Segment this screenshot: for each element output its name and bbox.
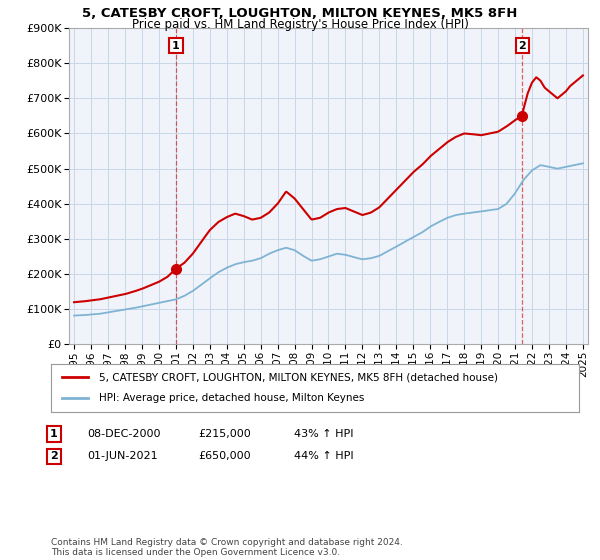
Text: 01-JUN-2021: 01-JUN-2021: [87, 451, 158, 461]
Text: £215,000: £215,000: [198, 429, 251, 439]
Text: Price paid vs. HM Land Registry's House Price Index (HPI): Price paid vs. HM Land Registry's House …: [131, 18, 469, 31]
Text: 43% ↑ HPI: 43% ↑ HPI: [294, 429, 353, 439]
Text: 2: 2: [50, 451, 58, 461]
Text: £650,000: £650,000: [198, 451, 251, 461]
Text: 5, CATESBY CROFT, LOUGHTON, MILTON KEYNES, MK5 8FH (detached house): 5, CATESBY CROFT, LOUGHTON, MILTON KEYNE…: [98, 372, 497, 382]
Text: HPI: Average price, detached house, Milton Keynes: HPI: Average price, detached house, Milt…: [98, 393, 364, 403]
Text: 1: 1: [172, 40, 180, 50]
Text: 1: 1: [50, 429, 58, 439]
Text: 2: 2: [518, 40, 526, 50]
Text: 08-DEC-2000: 08-DEC-2000: [87, 429, 161, 439]
Text: 44% ↑ HPI: 44% ↑ HPI: [294, 451, 353, 461]
Text: 5, CATESBY CROFT, LOUGHTON, MILTON KEYNES, MK5 8FH: 5, CATESBY CROFT, LOUGHTON, MILTON KEYNE…: [82, 7, 518, 20]
Text: Contains HM Land Registry data © Crown copyright and database right 2024.
This d: Contains HM Land Registry data © Crown c…: [51, 538, 403, 557]
